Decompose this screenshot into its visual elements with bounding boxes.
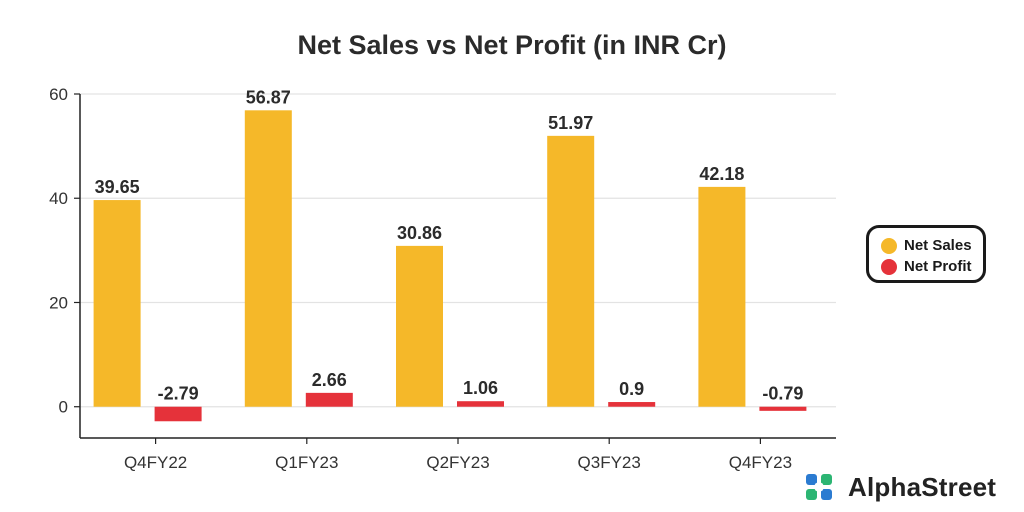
brand-name: AlphaStreet [848,471,997,502]
x-tick-label: Q4FY23 [729,453,792,472]
data-label-net-sales: 30.86 [397,223,442,243]
bar-net-sales [547,135,595,407]
data-label-net-profit: 2.66 [312,370,347,390]
legend-label-net-profit: Net Profit [904,258,972,275]
legend: Net Sales Net Profit [866,225,986,283]
data-label-net-sales: 39.65 [95,177,140,197]
legend-swatch-net-sales [881,237,897,254]
data-label-net-profit: -2.79 [158,384,199,404]
x-tick-label: Q3FY23 [578,453,641,472]
y-tick-label: 40 [49,189,68,208]
bar-net-sales [93,200,141,407]
legend-swatch-net-profit [881,258,897,275]
x-tick-label: Q1FY23 [275,453,338,472]
data-label-net-sales: 56.87 [246,87,291,107]
x-tick-label: Q2FY23 [426,453,489,472]
data-label-net-sales: 51.97 [548,113,593,133]
bar-net-sales [698,186,746,407]
chart-title: Net Sales vs Net Profit (in INR Cr) [297,30,727,60]
x-tick-label: Q4FY22 [124,453,187,472]
bar-net-profit [154,406,202,422]
brand: AlphaStreet [804,470,996,504]
bar-net-sales [244,110,292,407]
y-tick-label: 0 [59,398,68,417]
y-tick-label: 60 [49,85,68,104]
bar-net-profit [457,401,504,407]
legend-item-net-sales: Net Sales [881,235,983,256]
alphastreet-logo-icon [806,474,832,500]
data-label-net-profit: 1.06 [463,378,498,398]
data-label-net-profit: 0.9 [619,379,644,399]
legend-label-net-sales: Net Sales [904,237,972,254]
legend-item-net-profit: Net Profit [881,256,983,277]
bar-net-profit [608,402,656,407]
bar-net-sales [396,245,443,407]
bar-net-profit [305,392,353,407]
y-tick-label: 20 [49,293,68,312]
data-label-net-profit: -0.79 [762,384,803,404]
bar-net-profit [759,406,807,411]
data-label-net-sales: 42.18 [699,164,744,184]
